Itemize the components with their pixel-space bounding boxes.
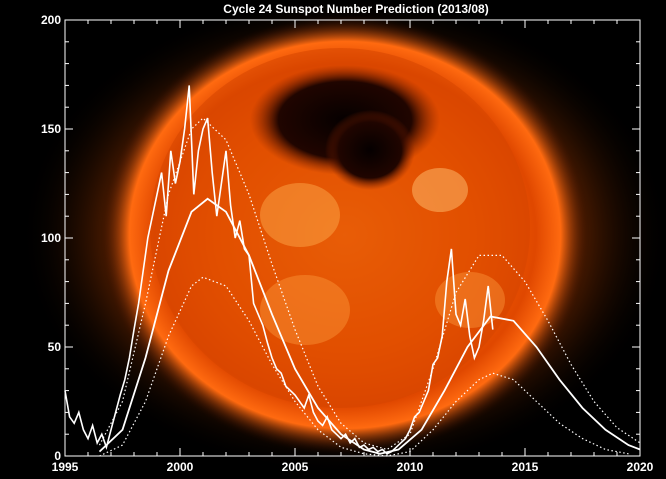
- y-tick-label: 100: [41, 231, 61, 245]
- series-line-solid-jagged: [64, 85, 494, 455]
- x-tick-label: 2020: [627, 460, 654, 474]
- series-layer: [64, 85, 641, 457]
- series-line-dotted-lower: [99, 276, 629, 457]
- y-tick-label: 200: [41, 13, 61, 27]
- sun-background-image: [20, 0, 666, 475]
- x-axis: 1995 2000 2005 2010 2015 2020: [52, 20, 654, 474]
- x-tick-label: 2015: [512, 460, 539, 474]
- y-axis: 0 50 100 150 200: [41, 13, 640, 463]
- x-tick-label: 2005: [282, 460, 309, 474]
- series-line-solid-smooth: [98, 197, 641, 455]
- x-tick-label: 2000: [167, 460, 194, 474]
- y-tick-label: 50: [48, 340, 62, 354]
- y-tick-label: 0: [54, 449, 61, 463]
- x-tick-label: 1995: [52, 460, 79, 474]
- x-tick-label: 2010: [397, 460, 424, 474]
- y-tick-label: 150: [41, 122, 61, 136]
- chart-title: Cycle 24 Sunspot Number Prediction (2013…: [223, 2, 488, 16]
